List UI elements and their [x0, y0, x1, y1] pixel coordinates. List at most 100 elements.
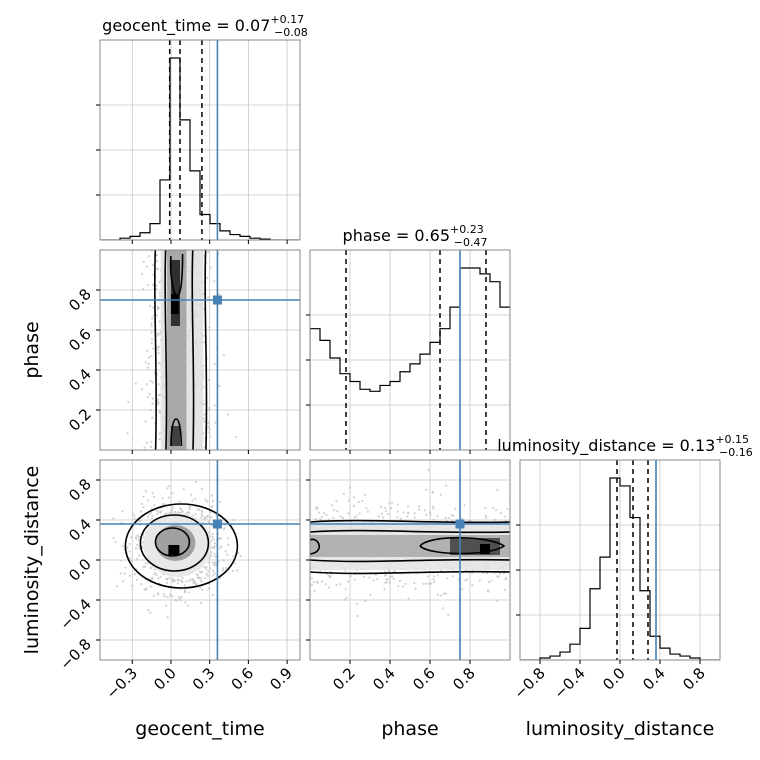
- hist-geocent_time: [100, 40, 300, 240]
- sample-point: [149, 379, 152, 383]
- histogram-step: [520, 477, 720, 660]
- sample-point: [218, 500, 222, 504]
- sample-point: [144, 562, 147, 565]
- sample-point: [167, 496, 170, 499]
- sample-point: [353, 578, 356, 581]
- sample-point: [204, 577, 207, 580]
- sample-point: [142, 287, 145, 291]
- sample-point: [314, 517, 317, 521]
- y-axis-label-luminosity_distance: luminosity_distance: [21, 466, 43, 655]
- sample-point: [381, 516, 385, 519]
- sample-point: [145, 265, 148, 268]
- sample-point: [404, 582, 407, 586]
- sample-point: [128, 574, 131, 577]
- sample-point: [142, 565, 145, 568]
- sample-point: [147, 356, 151, 359]
- sample-point: [152, 283, 155, 286]
- sample-point: [447, 613, 450, 616]
- truth-marker: [212, 295, 222, 305]
- contour-line: [419, 536, 506, 555]
- sample-point: [202, 417, 205, 420]
- sample-point: [339, 515, 342, 518]
- density-max: [168, 545, 180, 555]
- sample-point: [425, 513, 428, 516]
- sample-point: [211, 532, 214, 536]
- sample-point: [136, 543, 139, 546]
- sample-point: [179, 597, 182, 601]
- sample-point: [200, 579, 203, 583]
- sample-point: [150, 440, 153, 443]
- sample-point: [157, 577, 160, 580]
- sample-point: [183, 591, 187, 594]
- sample-point: [157, 383, 160, 386]
- sample-point: [460, 517, 464, 520]
- sample-point: [142, 495, 145, 498]
- sample-point: [322, 511, 325, 515]
- sample-point: [484, 514, 487, 517]
- grid-2-2: [520, 460, 720, 660]
- sample-point: [204, 567, 208, 571]
- sample-point: [149, 445, 153, 448]
- sample-point: [425, 582, 428, 585]
- contour-line: [169, 253, 184, 297]
- sample-point: [197, 508, 200, 511]
- sample-point: [407, 597, 410, 600]
- sample-point: [203, 413, 206, 416]
- grid-1-1: [310, 250, 510, 450]
- sample-point: [214, 555, 217, 558]
- sample-point: [171, 508, 174, 511]
- histogram-step: [310, 267, 510, 450]
- sample-point: [157, 332, 160, 335]
- sample-point: [208, 326, 211, 329]
- sample-point: [153, 495, 156, 498]
- sample-point: [131, 513, 135, 516]
- sample-point: [136, 534, 139, 537]
- sample-point: [172, 578, 175, 581]
- x-tick-label: −0.8: [510, 664, 548, 702]
- sample-point: [398, 579, 402, 583]
- sample-point: [151, 416, 154, 419]
- sample-point: [390, 507, 393, 510]
- sample-point: [503, 588, 507, 591]
- sample-point: [183, 589, 187, 592]
- sample-point: [153, 573, 156, 576]
- panel-frame: [99, 249, 301, 451]
- sample-point: [221, 569, 225, 572]
- sample-point: [123, 572, 126, 575]
- sample-point: [138, 554, 141, 557]
- sample-point: [128, 542, 131, 546]
- sample-point: [212, 574, 215, 577]
- sample-point: [176, 599, 179, 602]
- contour-line: [191, 250, 195, 450]
- sample-point: [150, 331, 153, 334]
- sample-point: [453, 507, 457, 510]
- y-tick-label: 0.8: [65, 475, 95, 505]
- sample-point: [201, 588, 204, 592]
- sample-point: [208, 435, 212, 438]
- sample-point: [155, 512, 159, 515]
- sample-point: [211, 561, 214, 564]
- x-tick-label: 0.8: [679, 664, 709, 694]
- sample-point: [158, 393, 162, 396]
- sample-point: [206, 574, 210, 577]
- sample-point: [407, 511, 410, 515]
- sample-point: [179, 579, 182, 582]
- sample-point: [383, 588, 386, 591]
- sample-point: [232, 518, 235, 522]
- sample-point: [174, 599, 177, 602]
- sample-point: [349, 575, 352, 578]
- sample-point: [387, 578, 390, 581]
- sample-point: [209, 266, 212, 269]
- sample-point: [369, 593, 372, 597]
- sample-point: [347, 580, 350, 583]
- sample-point: [320, 580, 324, 583]
- sample-point: [141, 388, 144, 391]
- sample-point: [439, 493, 443, 497]
- x-axis-label-phase: phase: [381, 718, 438, 740]
- x-tick-label: 0.9: [266, 664, 296, 694]
- sample-point: [161, 496, 164, 500]
- sample-point: [174, 510, 177, 514]
- sample-point: [372, 579, 375, 582]
- sample-point: [208, 406, 211, 410]
- density-max: [480, 544, 490, 554]
